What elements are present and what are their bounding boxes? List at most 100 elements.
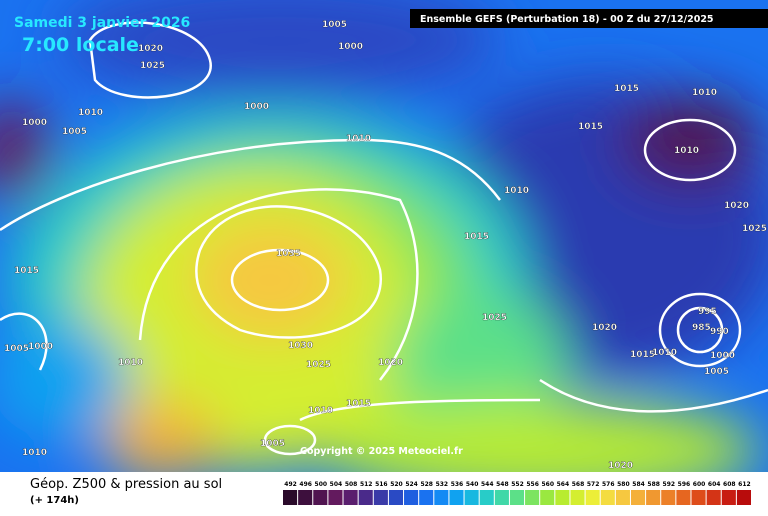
isobar-label: 1035 [276,249,301,259]
colorbar-swatch [449,490,464,505]
colorbar-label: 516 [375,481,388,488]
colorbar-label: 512 [360,481,373,488]
colorbar-swatch [646,490,661,505]
isobar-label: 1010 [504,186,529,196]
colorbar-label: 596 [678,481,691,488]
isobar-label: 1020 [592,323,617,333]
colorbar-swatch [525,490,540,505]
colorbar-label: 612 [738,481,751,488]
isobars [0,21,768,456]
colorbar-label: 608 [723,481,736,488]
colorbar-label: 492 [284,481,297,488]
colorbar-swatch [555,490,570,505]
colorbar-swatch [358,490,373,505]
isobar-label: 1020 [378,358,403,368]
isobar-label: 1015 [630,350,655,360]
colorbar-swatch [313,490,328,505]
colorbar-label: 496 [299,481,312,488]
isobar-label: 985 [692,323,711,333]
date: Samedi 3 janvier 2026 [14,15,190,31]
colorbar-label: 560 [541,481,554,488]
isobar-label: 1015 [464,232,489,242]
isobar-label: 1010 [346,134,371,144]
isobar-label: 1010 [78,108,103,118]
isobar-label: 1000 [244,102,269,112]
colorbar-swatch [509,490,525,505]
isobar-label: 1010 [692,88,717,98]
isobar-label: 1000 [710,351,735,361]
colorbar-label: 524 [405,481,418,488]
colorbar-swatch [373,490,388,505]
isobar-label: 1005 [260,439,285,449]
isobar-label: 1005 [4,344,29,354]
colorbar-swatch [479,490,494,505]
isobar-label: 990 [710,327,729,337]
footer-lead: (+ 174h) [30,495,79,506]
colorbar-label: 548 [496,481,509,488]
colorbar-swatch [661,490,676,505]
colorbar-swatch [540,490,555,505]
colorbar-swatch [706,490,721,505]
colorbar-label: 500 [315,481,328,488]
isobar-label: 1015 [346,399,371,409]
isobar-label: 1005 [62,127,87,137]
colorbar-swatch [630,490,646,505]
colorbar-swatch [388,490,404,505]
colorbar-swatch [343,490,358,505]
isobar-label: 1010 [308,406,333,416]
colorbar-label: 584 [632,481,645,488]
isobar-label: 1025 [140,61,165,71]
colorbar-label: 544 [481,481,494,488]
colorbar-swatch [404,490,419,505]
colorbar-label: 576 [602,481,615,488]
colorbar-swatch [721,490,736,505]
colorbar-label: 572 [587,481,600,488]
colorbar-label: 604 [708,481,721,488]
isobar-label: 1025 [482,313,507,323]
colorbar-label: 600 [693,481,706,488]
map-field [0,0,768,472]
colorbar-label: 568 [572,481,585,488]
isobar-label: 1020 [138,44,163,54]
isobar-label: 1005 [322,20,347,30]
colorbar-swatch [298,490,313,505]
colorbar-label: 556 [526,481,539,488]
copyright: Copyright © 2025 Meteociel.fr [300,446,463,457]
colorbar-swatch [494,490,509,505]
isobar-label: 1000 [28,342,53,352]
colorbar-swatch [464,490,479,505]
isobar-label: 995 [698,307,717,317]
run-info: Ensemble GEFS (Perturbation 18) - 00 Z d… [420,14,714,25]
isobar-label: 1010 [118,358,143,368]
isobar-label: 1000 [22,118,47,128]
isobar-label: 1010 [652,348,677,358]
time: 7:00 locale [22,34,139,56]
colorbar-label: 580 [617,481,630,488]
colorbar-swatch [600,490,615,505]
colorbar-label: 504 [330,481,343,488]
colorbar-label: 540 [466,481,479,488]
colorbar-label: 536 [451,481,464,488]
colorbar-label: 588 [647,481,660,488]
isobar-label: 1010 [22,448,47,458]
isobar-label: 1020 [724,201,749,211]
run-box [410,9,768,28]
colorbar-label: 552 [511,481,524,488]
isobar-label: 1015 [578,122,603,132]
colorbar-label: 564 [557,481,570,488]
colorbar-swatch [691,490,706,505]
colorbar-swatch [283,490,298,505]
isobar-label: 1025 [306,360,331,370]
isobar-label: 1025 [742,224,767,234]
colorbar-swatch [328,490,343,505]
colorbar-label: 520 [390,481,403,488]
isobar-label: 1030 [288,341,313,351]
footer-title: Géop. Z500 & pression au sol [30,477,222,492]
isobar-label: 1010 [674,146,699,156]
colorbar-swatch [736,490,751,505]
isobar-label: 1020 [608,461,633,471]
colorbar-label: 592 [663,481,676,488]
colorbar-swatch [570,490,585,505]
